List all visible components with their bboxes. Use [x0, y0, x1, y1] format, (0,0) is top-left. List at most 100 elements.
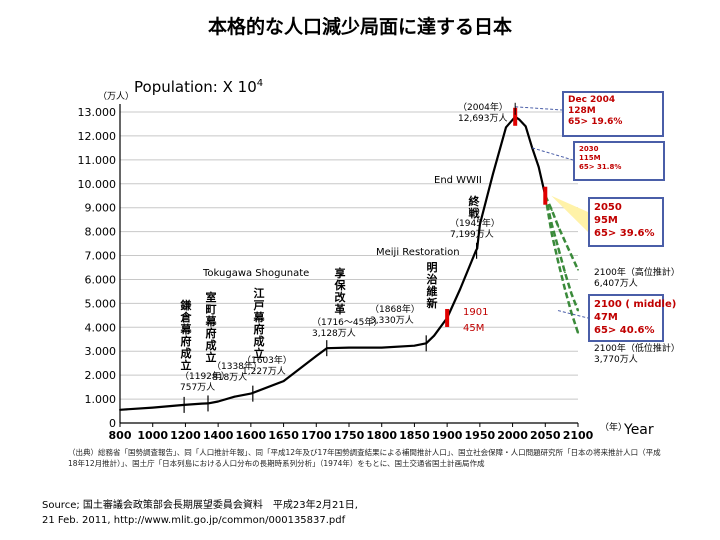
kamakura-label: 鎌倉幕府成立	[180, 299, 192, 372]
data-point	[557, 261, 560, 264]
y-tick-label: 10.000	[78, 178, 117, 191]
x-tick-label: 2050	[530, 429, 561, 442]
x-tick-label: 800	[109, 429, 132, 442]
peak-value: （2004年） 12,693万人	[458, 103, 508, 124]
data-point	[577, 268, 579, 271]
data-point	[570, 254, 573, 257]
x-tick-label: 2100	[563, 429, 594, 442]
data-point	[564, 288, 566, 290]
y-tick-label: 0	[109, 417, 116, 430]
kamakura-value: （1192年） 757万人	[180, 372, 230, 393]
data-point	[505, 126, 507, 129]
y-tick-label: 7.000	[85, 250, 117, 263]
footnote: （出典）総務省「国勢調査報告」、同「人口推計年報」、同「平成12年及び17年国勢…	[68, 448, 661, 468]
population-label: Population: X 10	[134, 78, 257, 96]
data-point	[119, 408, 121, 411]
source-citation: Source; 国土審議会政策部会長期展望委員会資料 平成23年2月21日, 2…	[42, 498, 358, 528]
meiji-label: 明治維新	[426, 261, 438, 310]
box-2050: 2050 95M 65> 39.6%	[588, 197, 664, 247]
data-point	[459, 288, 462, 290]
data-point	[518, 118, 521, 121]
data-point	[492, 173, 494, 176]
y-tick-label: 3.000	[85, 345, 117, 358]
year-unit: （年）	[600, 423, 628, 433]
page-title: 本格的な人口減少局面に達する日本	[207, 16, 512, 38]
data-point	[570, 292, 573, 295]
data-point	[217, 400, 220, 403]
end-wwii-label: End WWII	[434, 175, 482, 186]
unit-label: （万人）	[98, 92, 135, 102]
y-tick-label: 9.000	[85, 202, 117, 215]
data-point	[478, 223, 481, 226]
gridlines	[120, 111, 578, 424]
box-dec-2004-text: Dec 2004 128M 65> 19.6%	[568, 95, 623, 127]
data-point	[315, 355, 318, 357]
data-point	[433, 334, 435, 337]
box-2030-text: 2030 115M 65> 31.8%	[579, 145, 622, 171]
data-point	[380, 346, 383, 349]
edo-label: 江戸幕府成立	[253, 287, 265, 360]
axes	[119, 104, 579, 427]
projection-line	[544, 195, 580, 312]
x-tick-label: 1600	[236, 429, 267, 442]
data-point	[550, 209, 553, 211]
data-point	[564, 240, 566, 243]
x-tick-label: 1400	[203, 429, 234, 442]
data-point	[249, 392, 252, 395]
kyoho-label: 享保改革	[334, 267, 346, 316]
meiji-value: （1868年） 3,330万人	[370, 305, 420, 326]
x-tick-label: 1650	[268, 429, 299, 442]
leader-line	[557, 310, 589, 319]
data-point	[557, 247, 560, 250]
muromachi-value: （1338年） 818万人	[212, 362, 262, 383]
x-tick-label: 2000	[497, 429, 528, 442]
source-line-1: Source; 国土審議会政策部会長期展望委員会資料 平成23年2月21日,	[42, 500, 358, 511]
box-2030: 2030 115M 65> 31.8%	[573, 141, 665, 181]
tick-labels: 0 1.000 2.000 3.000 4.000 5.000 6.000 7.000 8.00…	[78, 106, 594, 442]
box-2100: 2100 ( middle) 47M 65> 40.6%	[588, 294, 676, 342]
projection-line	[544, 195, 580, 334]
shusen-label: 終戦	[468, 195, 480, 220]
pointer-triangle	[551, 195, 588, 232]
y-tick-label: 6.000	[85, 273, 117, 286]
data-point	[151, 406, 154, 409]
x-axis-title: Year	[624, 422, 654, 438]
x-tick-label: 1700	[301, 429, 332, 442]
data-point	[570, 312, 573, 314]
x-tick-label: 1750	[334, 429, 365, 442]
x-tick-label: 1800	[366, 429, 397, 442]
source-line-2: 21 Feb. 2011, http://www.mlit.go.jp/comm…	[42, 515, 346, 526]
box-2050-text: 2050 95M 65> 39.6%	[594, 202, 655, 239]
population-exponent: 4	[256, 78, 264, 89]
box-dec-2004: Dec 2004 128M 65> 19.6%	[562, 91, 664, 137]
kyoho-value: （1716～45年） 3,128万人	[312, 318, 383, 339]
y-tick-label: 4.000	[85, 321, 117, 334]
y-tick-label: 5.000	[85, 297, 117, 310]
data-point	[282, 380, 285, 383]
data-point	[537, 166, 540, 168]
shusen-value: （1945年） 7,199万人	[450, 219, 500, 240]
meiji-restoration-label: Meiji Restoration	[376, 247, 460, 258]
x-tick-label: 1000	[137, 429, 168, 442]
leader-line	[532, 147, 574, 161]
data-point	[564, 271, 566, 274]
data-point	[524, 125, 527, 128]
data-point	[557, 225, 560, 228]
y-tick-label: 1.000	[85, 393, 117, 406]
y-tick-label: 8.000	[85, 226, 117, 239]
muromachi-label: 室町幕府成立	[205, 291, 217, 364]
y-tick-label: 12.000	[78, 130, 117, 143]
tokugawa-label: Tokugawa Shogunate	[203, 268, 310, 279]
data-point	[348, 346, 350, 349]
x-tick-label: 1900	[432, 429, 463, 442]
projection-line	[544, 195, 580, 271]
data-point	[200, 402, 203, 405]
event-markers	[183, 102, 589, 413]
y-tick-label: 13.000	[78, 106, 117, 119]
data-point	[550, 233, 553, 235]
low-projection-label: 2100年（低位推計） 3,770万人	[594, 344, 680, 365]
pop-1901-label: 45M	[463, 323, 485, 334]
x-tick-label: 1200	[170, 429, 201, 442]
data-point	[413, 344, 416, 347]
